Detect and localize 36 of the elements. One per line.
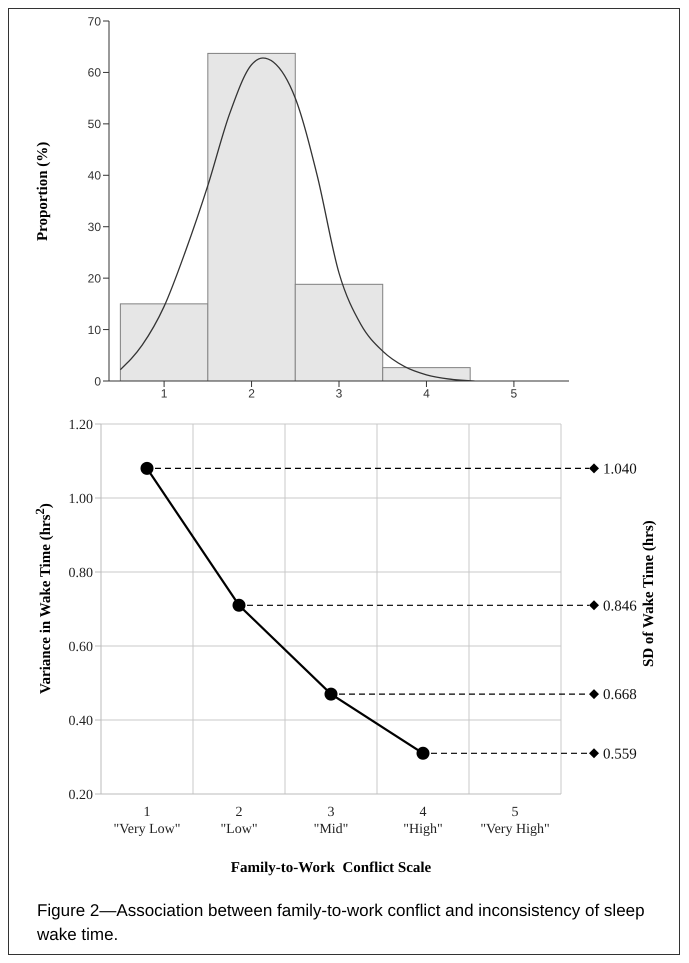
y-tick-label: 50 [88, 117, 102, 132]
x-tick-label: 1 "Very Low" [113, 805, 181, 837]
y-tick-label: 10 [88, 322, 102, 337]
y-tick-label: 0.60 [68, 640, 93, 655]
y-tick-label: 0 [94, 374, 102, 388]
text: 0.846 [603, 598, 638, 614]
point [140, 462, 154, 475]
y-tick-label: 20 [88, 271, 102, 286]
text: 1.040 [603, 461, 637, 478]
x-tick-label: 2 "Low" [220, 805, 258, 837]
x-tick-label: 1 [160, 386, 168, 401]
point [232, 598, 246, 612]
point [324, 688, 338, 701]
text: 0.668 [603, 687, 637, 704]
y-tick-label: 30 [88, 220, 102, 234]
y2-axis-title: SD of Wake Time (hrs) [641, 520, 658, 670]
text: 0.559 [603, 746, 637, 762]
x-tick-label: 3 "Mid" [314, 805, 348, 837]
y-tick-label: 40 [88, 168, 102, 183]
x-tick-label: 2 [248, 386, 256, 401]
x-tick-label: 5 "Very High" [480, 805, 550, 837]
y-tick-label: 60 [88, 66, 102, 80]
x-axis-title: Family-to-Work Conflict Scale [230, 860, 432, 877]
caption: Figure 2—Association between family-to-work conflict and inconsistency of sleep wake time. [37, 900, 646, 946]
y-tick-label: 1.20 [68, 418, 93, 433]
y-tick-label: 0.40 [68, 714, 93, 729]
x-tick-label: 5 [510, 386, 518, 401]
point [416, 746, 430, 760]
x-tick-label: 3 [336, 386, 343, 401]
y-tick-label: 0.80 [68, 566, 93, 581]
x-tick-label: 4 "High" [403, 805, 443, 837]
y-tick-label: 1.00 [68, 492, 93, 507]
x-tick-label: 4 [423, 386, 430, 401]
y-tick-label: 70 [88, 14, 102, 28]
y-tick-label: 0.20 [68, 788, 93, 803]
y-axis-title: Proportion (%) [35, 140, 52, 244]
